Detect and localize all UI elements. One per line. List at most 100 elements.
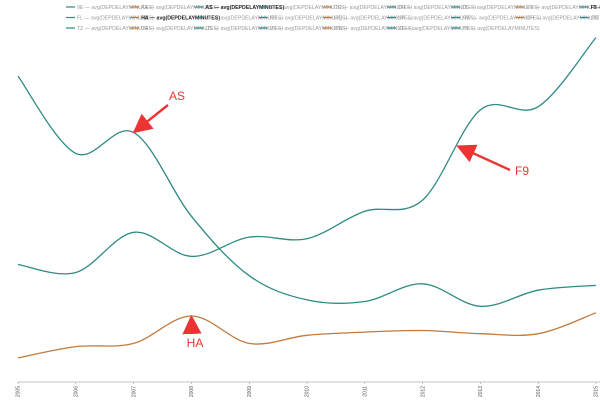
data-point-f9-2011 — [364, 210, 366, 212]
data-point-ha-2010 — [306, 334, 308, 336]
data-point-f9-2007 — [132, 231, 134, 233]
x-tick-label: 2013 — [478, 386, 484, 397]
legend-item-ha[interactable]: HA — avg(DEPDELAYMINUTES) — [130, 16, 220, 22]
annotation-layer: AS F9 HA — [132, 89, 529, 350]
legend-item-f9[interactable]: F9 — avg(DEPDELAYMINUTES) — [579, 5, 600, 11]
annotation-arrow — [456, 144, 511, 172]
legend-item-kh[interactable]: KH — avg(DEPDELAYMINUTES) — [258, 16, 348, 22]
legend-label: HP — avg(DEPDELAYMINUTES) — [205, 16, 283, 22]
data-point-f9-2009 — [248, 236, 250, 238]
data-point-as-2005 — [17, 75, 19, 77]
legend-label: 9E — avg(DEPDELAYMINUTES) — [77, 5, 154, 11]
data-point-f9-2015 — [595, 36, 597, 38]
annotation-label: AS — [169, 89, 185, 103]
data-point-f9-2008 — [190, 255, 192, 257]
legend-item-us[interactable]: US — avg(DEPDELAYMINUTES) — [194, 26, 283, 32]
legend-label: NW — avg(DEPDELAYMINUTES) — [462, 16, 541, 22]
x-tick-label: 2015 — [594, 386, 600, 397]
data-point-as-2009 — [248, 275, 250, 277]
legend-label: NK — avg(DEPDELAYMINUTES) — [398, 16, 476, 22]
legend-label: OH — avg(DEPDELAYMINUTES) — [526, 16, 600, 22]
chart-legend[interactable]: 9E — avg(DEPDELAYMINUTES)AA — avg(DEPDEL… — [66, 5, 600, 32]
legend-item-mq[interactable]: MQ — avg(DEPDELAYMINUTES) — [322, 16, 413, 22]
data-point-f9-2010 — [306, 238, 308, 240]
data-point-ha-2013 — [479, 333, 481, 335]
data-point-as-2008 — [190, 215, 192, 217]
annotation-label: F9 — [515, 164, 529, 178]
data-point-f9-2006 — [75, 271, 77, 273]
data-point-as-2007 — [132, 131, 134, 133]
x-tick-label: 2007 — [131, 386, 137, 397]
data-point-as-2014 — [537, 289, 539, 291]
data-point-f9-2005 — [17, 263, 19, 265]
legend-label: MQ — avg(DEPDELAYMINUTES) — [334, 16, 413, 22]
legend-item-b6[interactable]: B6 — avg(DEPDELAYMINUTES) — [258, 5, 347, 11]
x-axis: 2005 2006 2007 2008 2009 2010 2011 2012 2013 2014… — [16, 382, 600, 397]
data-point-ha-2005 — [17, 357, 19, 359]
legend-label: CO — avg(DEPDELAYMINUTES) — [334, 5, 413, 11]
x-tick-label: 2008 — [189, 386, 195, 397]
series-line-f9 — [17, 37, 597, 275]
legend-item-aa[interactable]: AA — avg(DEPDELAYMINUTES) — [130, 5, 219, 11]
legend-label: VX — avg(DEPDELAYMINUTES) — [270, 26, 348, 32]
legend-item-fl[interactable]: FL — avg(DEPDELAYMINUTES) — [66, 16, 154, 22]
legend-item-hp[interactable]: HP — avg(DEPDELAYMINUTES) — [194, 16, 283, 22]
data-point-ha-2009 — [248, 342, 250, 344]
legend-label: FL — avg(DEPDELAYMINUTES) — [77, 16, 154, 22]
legend-label: XE — avg(DEPDELAYMINUTES) — [398, 26, 476, 32]
x-tick-label: 2009 — [247, 386, 253, 397]
legend-item-yv[interactable]: YV — avg(DEPDELAYMINUTES) — [451, 26, 540, 32]
data-point-ha-2012 — [421, 329, 423, 331]
legend-item-ev[interactable]: EV — avg(DEPDELAYMINUTES) — [515, 5, 600, 11]
legend-label: B6 — avg(DEPDELAYMINUTES) — [270, 5, 347, 11]
legend-label: DL — avg(DEPDELAYMINUTES) — [462, 5, 539, 11]
legend-item-nw[interactable]: NW — avg(DEPDELAYMINUTES) — [451, 16, 542, 22]
legend-item-co[interactable]: CO — avg(DEPDELAYMINUTES) — [322, 5, 413, 11]
legend-item-dl[interactable]: DL — avg(DEPDELAYMINUTES) — [451, 5, 539, 11]
legend-label: DH — avg(DEPDELAYMINUTES) — [398, 5, 476, 11]
legend-label: US — avg(DEPDELAYMINUTES) — [205, 26, 283, 32]
data-point-as-2010 — [306, 299, 308, 301]
data-point-ha-2008 — [190, 315, 192, 317]
annotation-as: AS — [132, 89, 185, 134]
legend-label: WN — avg(DEPDELAYMINUTES) — [334, 26, 413, 32]
data-point-as-2013 — [479, 305, 481, 307]
x-tick-label: 2010 — [305, 386, 311, 397]
legend-label: F9 — avg(DEPDELAYMINUTES) — [591, 5, 600, 11]
legend-item-ua[interactable]: UA — avg(DEPDELAYMINUTES) — [130, 26, 219, 32]
x-tick-label: 2011 — [363, 386, 369, 397]
data-point-ha-2011 — [364, 331, 366, 333]
data-point-as-2006 — [75, 152, 77, 154]
series-line-as — [17, 75, 597, 307]
legend-item-nk[interactable]: NK — avg(DEPDELAYMINUTES) — [387, 16, 476, 22]
annotation-ha: HA — [182, 314, 203, 350]
legend-item-oh[interactable]: OH — avg(DEPDELAYMINUTES) — [515, 16, 600, 22]
x-tick-label: 2012 — [420, 386, 426, 397]
legend-label: OO — avg(DEPDELAYMINUTES) — [591, 16, 600, 22]
legend-label: EV — avg(DEPDELAYMINUTES) — [526, 5, 600, 11]
x-tick-label: 2006 — [74, 386, 80, 397]
legend-item-as[interactable]: AS — avg(DEPDELAYMINUTES) — [194, 5, 284, 11]
legend-label: AA — avg(DEPDELAYMINUTES) — [141, 5, 218, 11]
data-point-f9-2012 — [421, 199, 423, 201]
legend-item-9e[interactable]: 9E — avg(DEPDELAYMINUTES) — [66, 5, 154, 11]
legend-item-xe[interactable]: XE — avg(DEPDELAYMINUTES) — [387, 26, 476, 32]
data-point-ha-2007 — [132, 342, 134, 344]
x-tick-label: 2005 — [16, 386, 22, 397]
data-point-f9-2013 — [479, 109, 481, 111]
legend-label: TZ — avg(DEPDELAYMINUTES) — [77, 26, 154, 32]
annotation-arrow — [132, 104, 169, 134]
data-point-as-2011 — [364, 300, 366, 302]
legend-label: YV — avg(DEPDELAYMINUTES) — [462, 26, 540, 32]
legend-item-dh[interactable]: DH — avg(DEPDELAYMINUTES) — [387, 5, 476, 11]
data-point-as-2015 — [595, 284, 597, 286]
legend-item-oo[interactable]: OO — avg(DEPDELAYMINUTES) — [579, 16, 600, 22]
data-point-ha-2014 — [537, 333, 539, 335]
legend-label: KH — avg(DEPDELAYMINUTES) — [270, 16, 348, 22]
x-tick-label: 2014 — [536, 386, 542, 397]
legend-item-tz[interactable]: TZ — avg(DEPDELAYMINUTES) — [66, 26, 154, 32]
legend-item-wn[interactable]: WN — avg(DEPDELAYMINUTES) — [322, 26, 413, 32]
legend-label: AS — avg(DEPDELAYMINUTES) — [205, 5, 284, 11]
legend-item-vx[interactable]: VX — avg(DEPDELAYMINUTES) — [258, 26, 348, 32]
